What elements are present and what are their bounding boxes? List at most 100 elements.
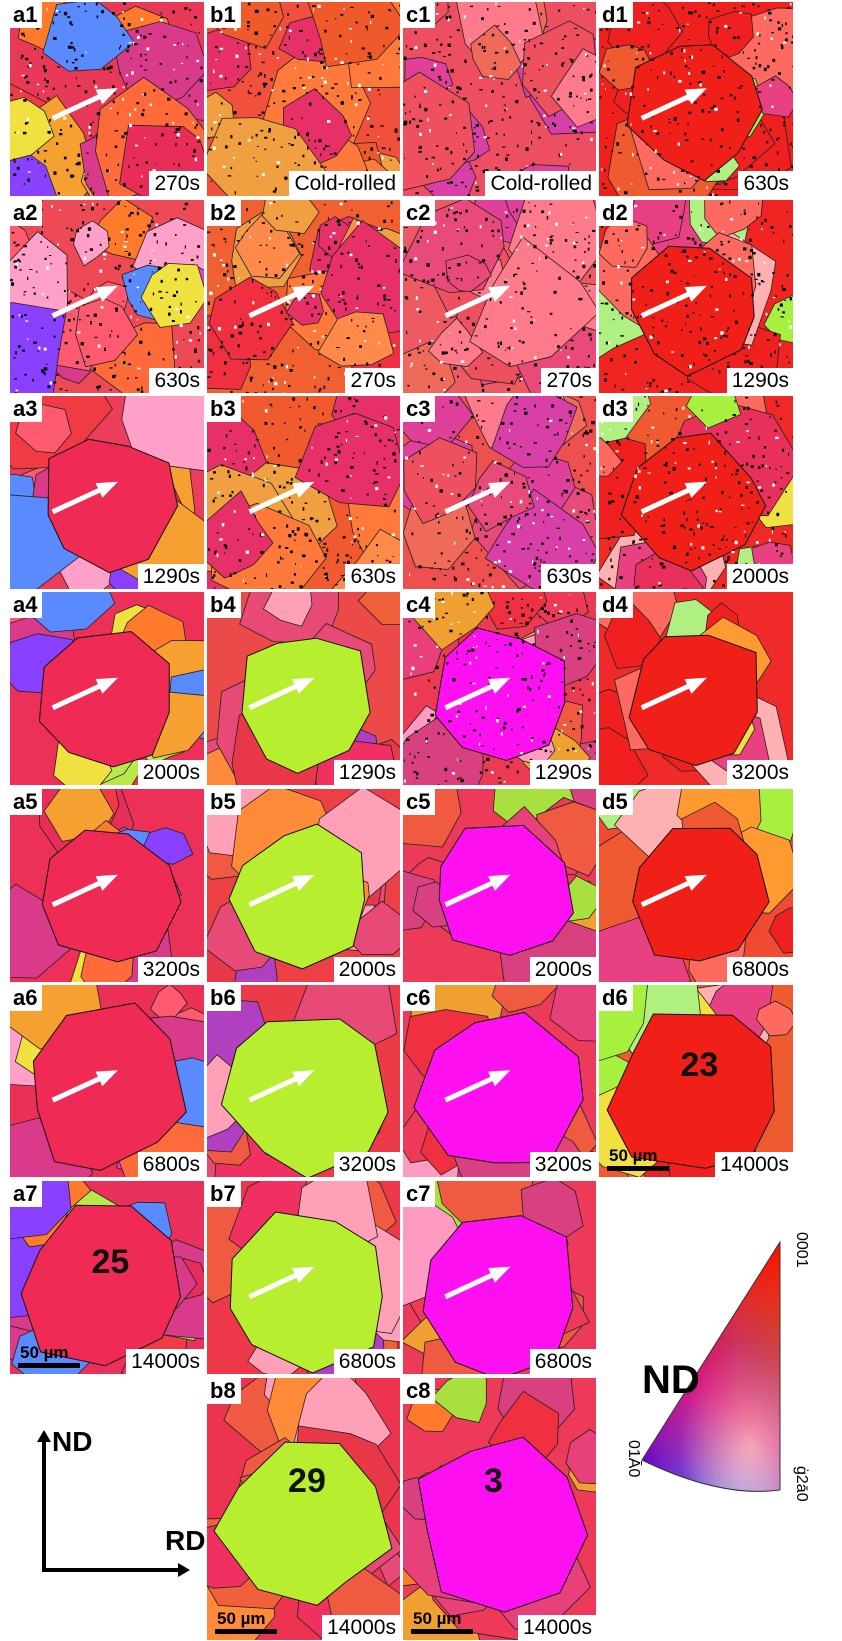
unindexed-point <box>771 530 773 534</box>
unindexed-point <box>756 88 758 90</box>
unindexed-point <box>790 41 793 44</box>
unindexed-point <box>624 191 628 195</box>
unindexed-point <box>99 243 102 246</box>
unindexed-point <box>781 285 784 289</box>
unindexed-point <box>197 339 200 342</box>
unindexed-point <box>179 126 181 130</box>
unindexed-point <box>545 466 548 468</box>
unindexed-point <box>358 99 362 101</box>
unindexed-point <box>297 232 301 236</box>
unindexed-point <box>221 523 225 527</box>
unindexed-point <box>576 366 580 369</box>
unindexed-point <box>726 330 728 332</box>
unindexed-point <box>353 126 355 129</box>
unindexed-point <box>770 353 772 357</box>
unindexed-point <box>208 548 210 551</box>
unindexed-point <box>112 12 115 15</box>
unindexed-point <box>529 758 533 761</box>
unindexed-point <box>497 341 500 345</box>
unindexed-point <box>543 674 545 677</box>
unindexed-point <box>561 681 564 683</box>
unindexed-point <box>780 316 784 318</box>
unindexed-point <box>590 121 593 124</box>
unindexed-point <box>290 550 293 554</box>
unindexed-point <box>382 147 386 150</box>
unindexed-point <box>632 96 635 99</box>
unindexed-point <box>752 156 756 160</box>
unindexed-point <box>657 236 660 240</box>
unindexed-point <box>534 44 536 48</box>
unindexed-point <box>587 8 590 11</box>
unindexed-point <box>578 679 582 682</box>
unindexed-point <box>674 417 677 420</box>
unindexed-point <box>144 54 147 56</box>
unindexed-point <box>756 501 760 504</box>
unindexed-point <box>584 251 586 253</box>
unindexed-point <box>83 288 86 291</box>
unindexed-point <box>755 62 757 65</box>
grain <box>599 727 649 785</box>
arrow-icon <box>640 88 707 121</box>
unindexed-point <box>426 263 430 267</box>
unindexed-point <box>255 439 259 441</box>
unindexed-point <box>589 88 593 92</box>
unindexed-point <box>383 498 386 500</box>
unindexed-point <box>572 222 575 224</box>
unindexed-point <box>417 752 420 754</box>
unindexed-point <box>714 107 718 111</box>
unindexed-point <box>567 355 570 359</box>
unindexed-point <box>701 70 706 74</box>
unindexed-point <box>703 253 706 256</box>
unindexed-point <box>536 270 538 272</box>
unindexed-point <box>454 184 458 187</box>
unindexed-point <box>262 384 264 387</box>
unindexed-point <box>165 113 168 115</box>
unindexed-point <box>219 74 223 78</box>
unindexed-point <box>505 605 509 609</box>
unindexed-point <box>224 545 228 549</box>
panel-label: a5 <box>10 789 43 815</box>
unindexed-point <box>747 507 750 509</box>
unindexed-point <box>351 318 353 322</box>
unindexed-point <box>29 269 33 270</box>
unindexed-point <box>452 772 456 775</box>
unindexed-point <box>364 339 367 342</box>
unindexed-point <box>585 552 587 555</box>
unindexed-point <box>125 228 129 231</box>
arrow-icon <box>51 677 118 711</box>
unindexed-point <box>308 539 312 542</box>
unindexed-point <box>329 235 332 238</box>
unindexed-point <box>317 490 320 494</box>
unindexed-point <box>277 454 280 457</box>
unindexed-point <box>363 452 365 455</box>
unindexed-point <box>790 142 792 146</box>
unindexed-point <box>673 171 675 174</box>
unindexed-point <box>296 346 299 349</box>
axes-arrows-icon <box>37 1430 190 1577</box>
unindexed-point <box>579 647 583 650</box>
unindexed-point <box>79 204 83 207</box>
unindexed-point <box>387 9 391 11</box>
unindexed-point <box>273 138 275 141</box>
unindexed-point <box>95 2 98 6</box>
unindexed-point <box>264 136 268 139</box>
unindexed-point <box>90 123 92 126</box>
unindexed-point <box>408 355 410 357</box>
unindexed-point <box>617 238 619 242</box>
unindexed-point <box>387 476 391 479</box>
unindexed-point <box>229 575 232 577</box>
unindexed-point <box>431 52 436 54</box>
unindexed-point <box>159 18 164 22</box>
unindexed-point <box>238 325 242 328</box>
unindexed-point <box>355 399 359 403</box>
unindexed-point <box>458 712 460 715</box>
unindexed-point <box>67 16 71 18</box>
unindexed-point <box>94 336 98 339</box>
unindexed-point <box>153 233 157 237</box>
grain <box>262 592 313 627</box>
unindexed-point <box>69 329 72 332</box>
unindexed-point <box>53 381 57 384</box>
unindexed-point <box>710 526 714 528</box>
unindexed-point <box>495 167 498 170</box>
arrow-icon <box>51 481 118 515</box>
